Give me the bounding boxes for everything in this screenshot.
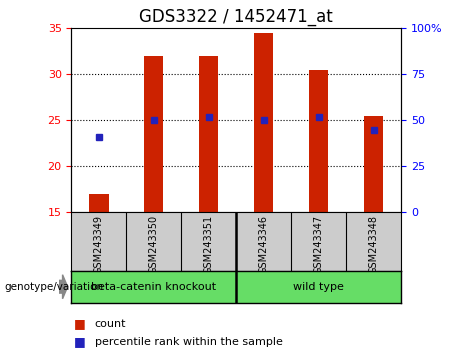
Text: GSM243350: GSM243350 <box>149 215 159 274</box>
Bar <box>254 33 273 212</box>
Bar <box>199 56 219 212</box>
Text: count: count <box>95 319 126 329</box>
Text: GSM243348: GSM243348 <box>369 215 378 274</box>
Text: genotype/variation: genotype/variation <box>5 282 104 292</box>
Bar <box>309 70 328 212</box>
FancyArrow shape <box>59 275 68 299</box>
Bar <box>89 194 108 212</box>
Text: percentile rank within the sample: percentile rank within the sample <box>95 337 283 347</box>
Bar <box>144 56 164 212</box>
Text: GSM243347: GSM243347 <box>313 215 324 274</box>
Title: GDS3322 / 1452471_at: GDS3322 / 1452471_at <box>139 8 333 25</box>
Text: ■: ■ <box>74 318 85 330</box>
Text: GSM243349: GSM243349 <box>94 215 104 274</box>
Text: beta-catenin knockout: beta-catenin knockout <box>91 282 216 292</box>
Text: wild type: wild type <box>293 282 344 292</box>
Text: ■: ■ <box>74 335 85 348</box>
Text: GSM243346: GSM243346 <box>259 215 269 274</box>
Bar <box>364 116 383 212</box>
Text: GSM243351: GSM243351 <box>204 215 214 274</box>
